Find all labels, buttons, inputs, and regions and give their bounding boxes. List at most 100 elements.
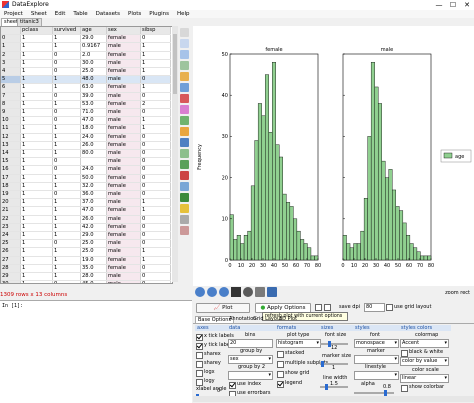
row-header[interactable]: 9 bbox=[1, 108, 21, 118]
cell-sibsp[interactable]: 0 bbox=[140, 108, 171, 118]
menu-sheet[interactable]: Sheet bbox=[30, 11, 47, 17]
sharex-checkbox[interactable] bbox=[196, 352, 203, 359]
cell-age[interactable]: 26.0 bbox=[80, 215, 107, 224]
cell-age[interactable]: 35.0 bbox=[80, 264, 107, 274]
cell-survived[interactable]: 1 bbox=[52, 42, 81, 52]
cell-age[interactable]: 39.0 bbox=[80, 92, 107, 101]
cell-pclass[interactable]: 1 bbox=[20, 272, 53, 282]
add-row-icon[interactable] bbox=[180, 28, 189, 37]
cell-pclass[interactable]: 1 bbox=[20, 182, 53, 192]
y-tick-labels-checkbox[interactable] bbox=[196, 343, 203, 350]
row-header[interactable]: 15 bbox=[1, 157, 21, 167]
cell-sex[interactable]: female bbox=[106, 231, 141, 241]
cell-sex[interactable]: male bbox=[106, 42, 141, 52]
cell-survived[interactable]: 1 bbox=[52, 272, 81, 282]
cell-age[interactable]: 26.0 bbox=[80, 141, 107, 151]
merge-icon[interactable] bbox=[180, 149, 189, 158]
cell-survived[interactable]: 1 bbox=[52, 264, 81, 274]
copy-icon[interactable] bbox=[180, 50, 189, 59]
info-icon[interactable] bbox=[180, 215, 189, 224]
cell-sex[interactable]: male bbox=[106, 247, 141, 257]
cell-age[interactable]: 24.0 bbox=[80, 133, 107, 142]
aggregate-icon[interactable] bbox=[180, 160, 189, 169]
cell-age[interactable]: 45.0 bbox=[80, 280, 107, 283]
save-icon[interactable] bbox=[180, 83, 189, 92]
cell-pclass[interactable]: 1 bbox=[20, 34, 53, 44]
cell-sibsp[interactable]: 0 bbox=[140, 264, 171, 274]
row-header[interactable]: 23 bbox=[1, 223, 21, 233]
cell-age[interactable]: 30.0 bbox=[80, 59, 107, 69]
cell-age[interactable]: 25.0 bbox=[80, 247, 107, 257]
delete-icon[interactable] bbox=[180, 171, 189, 180]
cell-sibsp[interactable]: 0 bbox=[140, 223, 171, 233]
cell-pclass[interactable]: 1 bbox=[20, 174, 53, 183]
cell-sibsp[interactable]: 1 bbox=[140, 124, 171, 134]
row-header[interactable]: 28 bbox=[1, 264, 21, 274]
row-header[interactable]: 29 bbox=[1, 272, 21, 282]
cell-survived[interactable]: 1 bbox=[52, 174, 81, 183]
cell-pclass[interactable]: 1 bbox=[20, 239, 53, 249]
cell-age[interactable]: 36.0 bbox=[80, 190, 107, 200]
row-header[interactable]: 3 bbox=[1, 59, 21, 69]
linestyle-select[interactable] bbox=[354, 371, 399, 380]
lightning-icon[interactable] bbox=[180, 204, 189, 213]
row-header[interactable]: 13 bbox=[1, 141, 21, 151]
sharey-checkbox[interactable] bbox=[196, 361, 203, 368]
column-header-index[interactable] bbox=[1, 27, 21, 36]
cell-pclass[interactable]: 1 bbox=[20, 231, 53, 241]
cell-age[interactable]: 47.0 bbox=[80, 116, 107, 126]
cell-sibsp[interactable]: 0 bbox=[140, 174, 171, 183]
cell-pclass[interactable]: 1 bbox=[20, 100, 53, 110]
cell-age[interactable]: 25.0 bbox=[80, 67, 107, 77]
menu-table[interactable]: Table bbox=[73, 11, 88, 17]
menu-plugins[interactable]: Plugins bbox=[149, 11, 169, 17]
table-row[interactable]: 26 1 1 25.0 male 1 bbox=[1, 247, 171, 257]
calculator-icon[interactable] bbox=[180, 193, 189, 202]
table-row[interactable]: 29 1 1 28.0 male 0 bbox=[1, 272, 171, 282]
cell-sibsp[interactable]: 1 bbox=[140, 247, 171, 257]
cell-sex[interactable]: female bbox=[106, 174, 141, 183]
cell-pclass[interactable]: 1 bbox=[20, 51, 53, 60]
cell-sibsp[interactable]: 0 bbox=[140, 165, 171, 175]
cell-sex[interactable]: female bbox=[106, 133, 141, 142]
cell-sibsp[interactable]: 0 bbox=[140, 157, 171, 167]
cell-sex[interactable]: male bbox=[106, 165, 141, 175]
cell-pclass[interactable]: 1 bbox=[20, 108, 53, 118]
marker-select[interactable] bbox=[354, 355, 399, 364]
configure-icon[interactable] bbox=[255, 287, 265, 297]
cell-sex[interactable]: male bbox=[106, 157, 141, 167]
cell-sibsp[interactable]: 0 bbox=[140, 34, 171, 44]
row-header[interactable]: 19 bbox=[1, 190, 21, 200]
table-row[interactable]: 12 1 1 24.0 female 0 bbox=[1, 133, 171, 142]
tab-annotation[interactable]: Annotation bbox=[229, 316, 257, 322]
row-header[interactable]: 10 bbox=[1, 116, 21, 126]
cell-sex[interactable]: male bbox=[106, 75, 141, 85]
cell-sex[interactable]: male bbox=[106, 280, 141, 283]
slider-knob[interactable] bbox=[384, 390, 387, 396]
slider-knob[interactable] bbox=[328, 341, 331, 347]
clear-icon[interactable] bbox=[180, 94, 189, 103]
cell-sibsp[interactable]: 0 bbox=[140, 92, 171, 101]
font-select[interactable]: monospace bbox=[354, 339, 399, 348]
cell-age[interactable]: 37.0 bbox=[80, 198, 107, 208]
plot-icon[interactable] bbox=[180, 182, 189, 191]
maximize-button[interactable]: ☐ bbox=[449, 1, 457, 9]
table-row[interactable]: 8 1 1 53.0 female 2 bbox=[1, 100, 171, 110]
row-header[interactable]: 21 bbox=[1, 206, 21, 216]
row-header[interactable]: 1 bbox=[1, 42, 21, 52]
cell-sibsp[interactable]: 0 bbox=[140, 272, 171, 282]
plot-type-select[interactable]: histogram bbox=[276, 339, 321, 348]
back-icon[interactable] bbox=[207, 287, 217, 297]
close-button[interactable]: ✕ bbox=[464, 1, 470, 9]
use-index-checkbox[interactable] bbox=[229, 382, 236, 389]
group-by-select[interactable]: sex bbox=[228, 355, 273, 364]
row-header[interactable]: 22 bbox=[1, 215, 21, 224]
row-header[interactable]: 26 bbox=[1, 247, 21, 257]
cell-sex[interactable]: male bbox=[106, 239, 141, 249]
cell-sex[interactable]: male bbox=[106, 272, 141, 282]
table-row[interactable]: 14 1 1 80.0 male 0 bbox=[1, 149, 171, 159]
font-size-slider[interactable] bbox=[320, 341, 348, 347]
cell-age[interactable]: 25.0 bbox=[80, 239, 107, 249]
cell-survived[interactable]: 1 bbox=[52, 215, 81, 224]
slider-knob[interactable] bbox=[321, 361, 324, 367]
